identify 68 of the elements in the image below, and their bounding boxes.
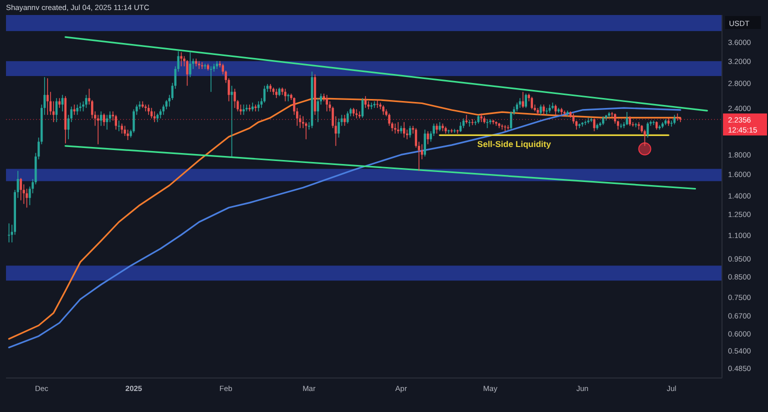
candlestick <box>436 123 438 134</box>
candlestick <box>346 110 349 124</box>
candlestick <box>676 113 679 122</box>
candlestick <box>358 110 361 119</box>
candlestick <box>408 125 412 138</box>
candlestick <box>189 52 192 78</box>
candlestick <box>284 88 286 102</box>
candlestick <box>563 110 566 116</box>
candlestick <box>210 66 212 92</box>
candlestick <box>355 108 358 119</box>
candlestick <box>198 60 200 70</box>
candlestick <box>162 104 165 116</box>
candlestick <box>394 123 396 134</box>
candlestick <box>73 104 76 116</box>
candlestick <box>646 122 649 138</box>
candlestick <box>124 125 126 136</box>
candlestick <box>344 114 346 126</box>
candlestick <box>628 116 631 126</box>
candlestick <box>403 122 406 138</box>
candlestick <box>438 122 441 132</box>
candlestick <box>242 104 245 116</box>
candlestick <box>397 122 400 134</box>
candlestick <box>248 104 251 112</box>
candlestick <box>240 104 242 116</box>
candlestick <box>148 104 150 116</box>
candlestick <box>76 104 78 116</box>
candlestick <box>626 112 628 126</box>
candlestick <box>326 94 328 112</box>
candlestick <box>554 104 557 116</box>
candlestick <box>254 104 257 112</box>
candlestick <box>46 78 49 116</box>
candlestick <box>424 129 426 157</box>
candlestick <box>144 104 147 112</box>
candlestick <box>566 110 569 117</box>
candlestick <box>26 188 28 208</box>
candlestick <box>20 178 22 201</box>
candlestick <box>370 102 373 110</box>
candlestick <box>61 94 64 112</box>
candlestick <box>246 104 248 112</box>
candlestick <box>234 88 236 108</box>
candlestick <box>540 104 542 116</box>
candlestick <box>361 98 364 118</box>
candlestick <box>230 85 233 157</box>
candlestick <box>471 118 474 126</box>
candlestick <box>257 100 260 112</box>
candlestick <box>126 129 129 140</box>
candlestick <box>644 129 646 146</box>
candlestick <box>364 96 367 108</box>
candlestick <box>186 60 188 86</box>
candlestick <box>85 94 88 108</box>
candlestick <box>530 96 533 110</box>
candlestick <box>150 108 153 119</box>
candlestick <box>465 114 468 124</box>
candlestick <box>316 98 320 122</box>
candlestick <box>55 98 58 122</box>
candlestick <box>593 118 596 132</box>
series-label: Sell-Side Liquidity <box>477 139 552 150</box>
candlestick <box>338 118 340 138</box>
candlestick <box>542 104 545 116</box>
candlestick <box>132 108 135 134</box>
candlestick <box>673 114 676 125</box>
candlestick <box>468 119 471 127</box>
candlestick <box>114 114 118 130</box>
candlestick <box>159 108 162 119</box>
candlestick <box>462 118 465 129</box>
candlestick <box>382 104 384 116</box>
candlestick <box>180 52 182 67</box>
candlestick <box>504 124 506 132</box>
